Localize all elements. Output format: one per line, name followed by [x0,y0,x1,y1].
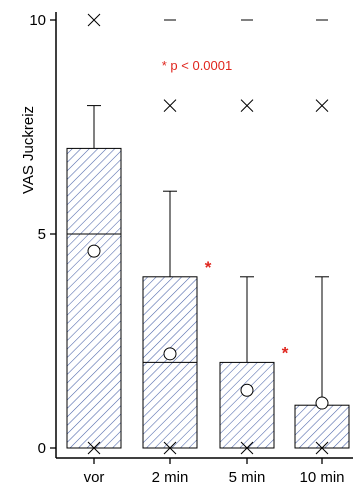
box-group-0 [66,13,122,455]
significance-annotation: * p < 0.0001 [162,58,232,73]
outlier-marker-3-0 [315,99,329,112]
box-2 [219,361,275,449]
y-tick-label-0: 0 [38,440,46,457]
outlier-marker-0-0 [87,13,101,27]
min-marker-0 [87,441,101,455]
box-0 [66,147,122,449]
mean-marker-3 [315,396,329,410]
min-marker-3 [315,441,329,455]
axes: 0 5 10 vor 2 min 5 min 10 min [29,12,353,486]
min-marker-1 [163,441,177,455]
box-group-2: * [219,19,289,455]
box-group-1: * [142,19,212,455]
mean-marker-0 [87,244,101,258]
y-axis-label: VAS Juckreiz [20,106,37,194]
x-tick-label-2: 5 min [229,469,266,486]
boxes-layer: * * * [66,13,350,455]
mean-marker-1 [163,347,177,361]
outlier-marker-1-0 [163,99,177,112]
y-tick-label-5: 5 [38,226,46,243]
y-tick-label-10: 10 [29,12,46,29]
mean-marker-2 [240,383,254,397]
x-tick-label-1: 2 min [152,469,189,486]
outlier-marker-2-0 [240,99,254,112]
box-3 [294,404,350,449]
box-group-3: * [294,19,350,455]
significance-star-2: * [282,343,289,362]
x-tick-label-3: 10 min [299,469,344,486]
min-marker-2 [240,441,254,455]
x-tick-label-0: vor [84,469,105,486]
significance-star-1: * [205,258,212,277]
